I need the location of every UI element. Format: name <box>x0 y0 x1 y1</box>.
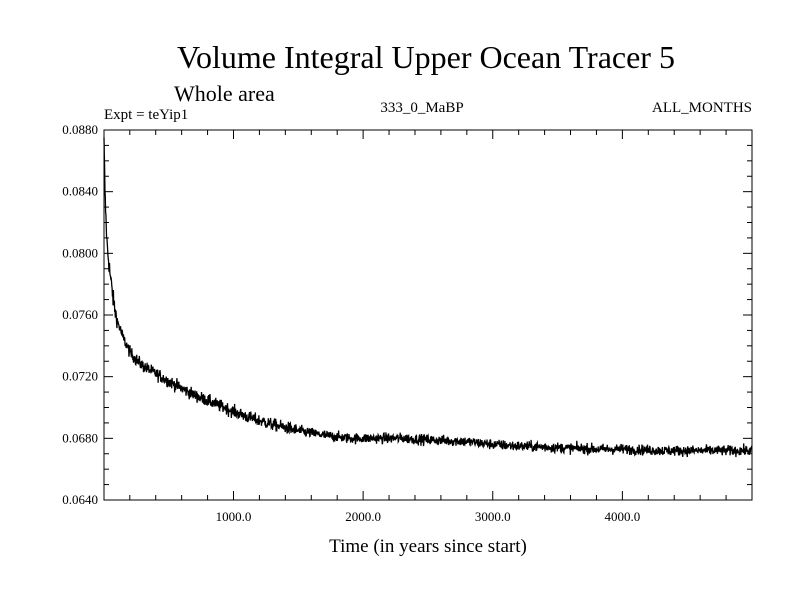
series-line-teYip1 <box>103 137 753 458</box>
chart-title: Volume Integral Upper Ocean Tracer 5 <box>177 39 675 75</box>
y-tick-label: 0.0840 <box>62 184 98 199</box>
y-axis-tick-labels: 0.0640 0.0680 0.0720 0.0760 0.0800 0.0840 0.08… <box>62 122 98 507</box>
experiment-label: Expt = teYip1 <box>104 107 188 123</box>
x-axis-tick-labels: 1000.0 2000.0 3000.0 4000.0 <box>216 509 641 524</box>
y-tick-label: 0.0720 <box>62 369 98 384</box>
x-tick-label: 1000.0 <box>216 509 252 524</box>
months-label: ALL_MONTHS <box>652 100 752 116</box>
y-tick-label: 0.0760 <box>62 307 98 322</box>
y-axis-ticks <box>104 144 752 486</box>
plot-frame <box>103 129 753 501</box>
chart-subtitle: Whole area <box>174 81 275 106</box>
x-tick-label: 2000.0 <box>345 509 381 524</box>
y-tick-label: 0.0800 <box>62 245 98 260</box>
x-tick-label: 3000.0 <box>475 509 511 524</box>
x-axis-label: Time (in years since start) <box>329 536 527 557</box>
period-label: 333_0_MaBP <box>380 100 463 116</box>
y-tick-label: 0.0680 <box>62 430 98 445</box>
y-tick-label: 0.0880 <box>62 122 98 137</box>
x-tick-label: 4000.0 <box>604 509 640 524</box>
y-tick-label: 0.0640 <box>62 492 98 507</box>
x-axis-ticks <box>129 130 727 500</box>
